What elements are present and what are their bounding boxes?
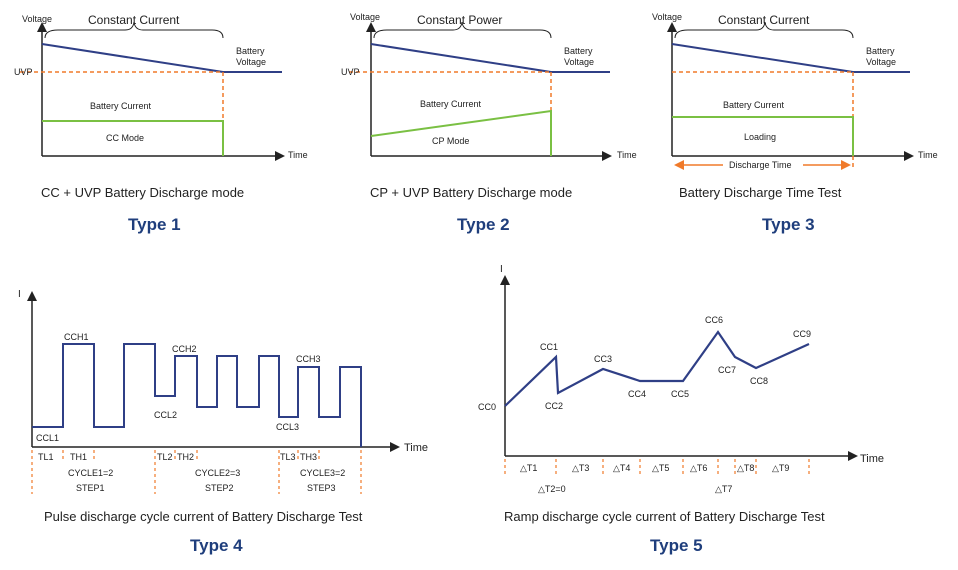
type3-current-line — [672, 116, 854, 156]
type3-panel: Voltage Time Constant Current Battery Vo… — [652, 12, 938, 234]
type5-cc4-label: CC4 — [628, 389, 646, 399]
type5-cc3-label: CC3 — [594, 354, 612, 364]
type4-th2-label: TH2 — [177, 452, 194, 462]
type4-x-axis-label: Time — [404, 442, 428, 454]
type4-tl3-label: TL3 — [280, 452, 296, 462]
type1-current-line — [42, 120, 224, 156]
type2-brace — [373, 21, 552, 39]
type5-dt7-label: △T7 — [715, 484, 732, 494]
type4-tl1-label: TL1 — [38, 452, 54, 462]
type5-panel: I Time CC0 CC1 CC2 CC3 CC4 CC5 CC6 CC7 C… — [478, 264, 884, 555]
type1-brace — [44, 21, 224, 39]
type5-cc8-label: CC8 — [750, 376, 768, 386]
type1-panel: Voltage Time Constant Current UVP Batter… — [14, 13, 308, 234]
type5-cc1-label: CC1 — [540, 342, 558, 352]
type5-dt8-label: △T8 — [737, 463, 754, 473]
type4-caption: Pulse discharge cycle current of Battery… — [44, 509, 363, 524]
type5-dt3-label: △T3 — [572, 463, 589, 473]
type1-uvp-label: UVP — [14, 67, 33, 77]
type5-dt2-label: △T2=0 — [538, 484, 566, 494]
type4-cch1-label: CCH1 — [64, 332, 89, 342]
type5-y-axis-label: I — [500, 264, 503, 275]
type3-caption: Battery Discharge Time Test — [679, 185, 842, 200]
type4-title: Type 4 — [190, 536, 243, 555]
type2-mode-label: CP Mode — [432, 136, 469, 146]
type1-title: Type 1 — [128, 215, 181, 234]
type3-x-axis-label: Time — [918, 150, 938, 160]
type5-x-axis-label: Time — [860, 453, 884, 465]
type4-ccl3-label: CCL3 — [276, 422, 299, 432]
type2-battery-voltage-label-1: Battery — [564, 46, 593, 56]
type5-dt4-label: △T4 — [613, 463, 630, 473]
type5-cc2-label: CC2 — [545, 401, 563, 411]
type5-dt6-label: △T6 — [690, 463, 707, 473]
type5-cc6-label: CC6 — [705, 315, 723, 325]
type2-region-label: Constant Power — [417, 13, 502, 27]
type5-cc7-label: CC7 — [718, 365, 736, 375]
type4-panel: I Time CCL1 CCH1 CCH2 CCL2 CCH3 CCL3 TL1… — [18, 289, 428, 555]
type2-battery-voltage-label-2: Voltage — [564, 57, 594, 67]
type3-discharge-time-label: Discharge Time — [729, 160, 792, 170]
type1-region-label: Constant Current — [88, 13, 180, 27]
type5-dt5-label: △T5 — [652, 463, 669, 473]
type5-cc5-label: CC5 — [671, 389, 689, 399]
type2-uvp-label: UVP — [341, 67, 360, 77]
type5-dt9-label: △T9 — [772, 463, 789, 473]
type1-battery-voltage-label-2: Voltage — [236, 57, 266, 67]
type5-caption: Ramp discharge cycle current of Battery … — [504, 509, 825, 524]
type1-mode-label: CC Mode — [106, 133, 144, 143]
type3-voltage-line — [671, 43, 854, 73]
type3-y-axis-label: Voltage — [652, 12, 682, 22]
type1-x-axis-label: Time — [288, 150, 308, 160]
type4-tl2-label: TL2 — [157, 452, 173, 462]
type2-title: Type 2 — [457, 215, 510, 234]
type4-cch2-label: CCH2 — [172, 344, 197, 354]
type2-panel: Voltage Time Constant Power UVP Battery … — [341, 12, 637, 234]
type2-x-axis-label: Time — [617, 150, 637, 160]
type2-battery-current-label: Battery Current — [420, 99, 482, 109]
type5-ramp-waveform — [504, 330, 810, 407]
type4-dividers — [31, 450, 362, 494]
type4-cycle1-label: CYCLE1=2 — [68, 468, 113, 478]
type1-voltage-line — [41, 43, 224, 73]
type5-dt1-label: △T1 — [520, 463, 537, 473]
type4-cch3-label: CCH3 — [296, 354, 321, 364]
type4-ccl2-label: CCL2 — [154, 410, 177, 420]
type3-battery-current-label: Battery Current — [723, 100, 785, 110]
type4-y-axis-label: I — [18, 289, 21, 300]
type3-discharge-time-bg — [723, 159, 803, 171]
type4-step1-label: STEP1 — [76, 483, 105, 493]
type2-y-axis-label: Voltage — [350, 12, 380, 22]
type3-brace — [674, 21, 854, 39]
type2-caption: CP + UVP Battery Discharge mode — [370, 185, 572, 200]
type3-title: Type 3 — [762, 215, 815, 234]
type4-th1-label: TH1 — [70, 452, 87, 462]
type2-current-line — [370, 109, 552, 156]
type1-battery-current-label: Battery Current — [90, 101, 152, 111]
type5-cc9-label: CC9 — [793, 329, 811, 339]
type3-mode-label: Loading — [744, 132, 776, 142]
type5-dividers — [504, 459, 810, 474]
type4-cycle3-label: CYCLE3=2 — [300, 468, 345, 478]
type4-step2-label: STEP2 — [205, 483, 234, 493]
type1-battery-voltage-label-1: Battery — [236, 46, 265, 56]
type4-th3-label: TH3 — [300, 452, 317, 462]
type1-caption: CC + UVP Battery Discharge mode — [41, 185, 244, 200]
type3-region-label: Constant Current — [718, 13, 810, 27]
type1-y-axis-label: Voltage — [22, 14, 52, 24]
type4-pulse-waveform — [32, 343, 362, 447]
type3-battery-voltage-label-2: Voltage — [866, 57, 896, 67]
type5-title: Type 5 — [650, 536, 703, 555]
type4-cycle2-label: CYCLE2=3 — [195, 468, 240, 478]
type4-ccl1-label: CCL1 — [36, 433, 59, 443]
type3-battery-voltage-label-1: Battery — [866, 46, 895, 56]
type2-voltage-line — [370, 43, 552, 73]
type5-cc0-label: CC0 — [478, 402, 496, 412]
type4-step3-label: STEP3 — [307, 483, 336, 493]
